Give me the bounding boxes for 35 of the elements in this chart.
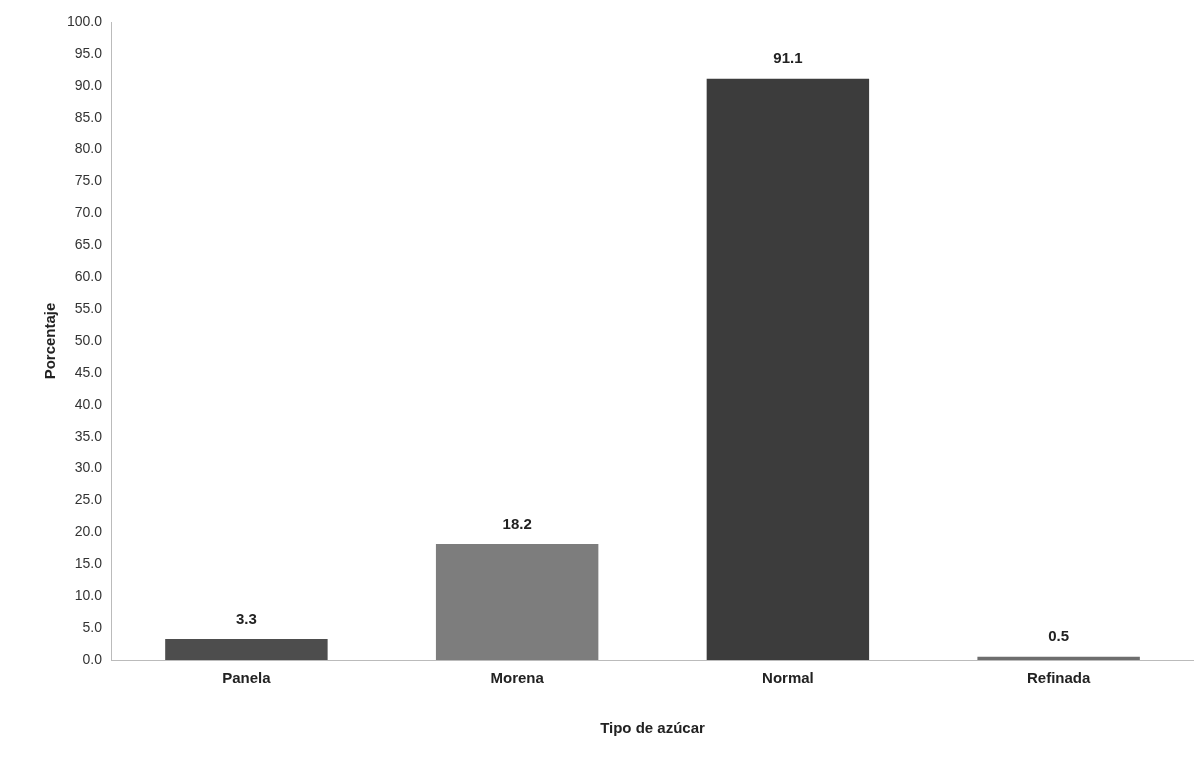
y-tick-label: 20.0: [74, 523, 103, 540]
x-tick-label: Refinada: [1026, 669, 1091, 687]
y-tick-label: 10.0: [74, 587, 103, 604]
y-tick-label: 0.0: [82, 650, 103, 667]
x-tick-label: Normal: [762, 669, 814, 687]
bar: [435, 543, 599, 660]
y-tick-label: 15.0: [74, 555, 103, 572]
bar: [165, 638, 328, 660]
y-tick-label: 35.0: [74, 427, 103, 444]
y-tick-label: 5.0: [82, 618, 103, 635]
x-tick-label: Morena: [490, 669, 545, 687]
y-tick-label: 65.0: [74, 236, 103, 253]
y-tick-label: 90.0: [74, 76, 103, 93]
bar: [706, 78, 870, 660]
bar: [977, 656, 1140, 660]
y-tick-label: 55.0: [74, 299, 103, 316]
y-tick-label: 50.0: [74, 331, 103, 348]
y-tick-label: 85.0: [74, 108, 103, 125]
y-tick-label: 80.0: [74, 140, 103, 157]
y-tick-label: 40.0: [74, 395, 103, 412]
y-tick-label: 75.0: [74, 172, 103, 189]
data-label: 0.5: [1048, 627, 1070, 645]
y-tick-label: 95.0: [74, 44, 103, 61]
data-label: 18.2: [502, 514, 532, 532]
y-tick-label: 25.0: [74, 491, 103, 508]
y-tick-label: 30.0: [74, 459, 103, 476]
x-tick-label: Panela: [222, 669, 272, 687]
y-tick-label: 70.0: [74, 204, 103, 221]
y-tick-label: 60.0: [74, 268, 103, 285]
data-label: 91.1: [773, 49, 803, 67]
y-axis-title: Porcentaje: [41, 302, 59, 380]
x-axis-title: Tipo de azúcar: [600, 719, 706, 737]
y-tick-label: 100.0: [66, 12, 103, 29]
data-label: 3.3: [235, 609, 257, 627]
y-tick-label: 45.0: [74, 363, 103, 380]
